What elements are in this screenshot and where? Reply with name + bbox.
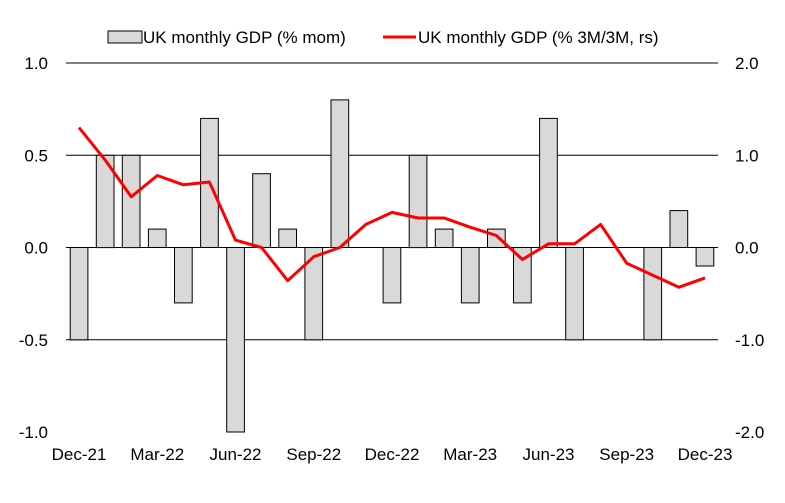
y-right-tick-label: 2.0: [735, 54, 759, 73]
bar: [669, 210, 689, 249]
line-3m3m: [77, 126, 706, 289]
bar: [147, 228, 167, 249]
y-right-tick-label: -1.0: [735, 331, 764, 350]
bar: [304, 247, 324, 341]
bar: [539, 117, 558, 249]
bar: [69, 247, 89, 341]
bar: [226, 247, 245, 433]
x-tick-label: Dec-23: [678, 445, 733, 464]
bar: [434, 228, 454, 249]
bar-series: [69, 99, 715, 433]
x-tick-label: Sep-23: [599, 445, 654, 464]
y-left-tick-label: 1.0: [24, 54, 48, 73]
x-tick-label: Dec-22: [365, 445, 420, 464]
bar: [95, 154, 115, 249]
legend-bar-label: UK monthly GDP (% mom): [143, 28, 346, 47]
bar: [643, 247, 663, 341]
bar: [278, 228, 297, 249]
bar: [513, 247, 532, 304]
bar: [174, 247, 193, 304]
x-tick-label: Jun-22: [210, 445, 262, 464]
x-tick-label: Mar-23: [443, 445, 497, 464]
y-left-tick-label: -0.5: [19, 331, 48, 350]
y-right-tick-label: 0.0: [735, 239, 759, 258]
y-left-tick-label: -1.0: [19, 423, 48, 442]
legend-line-label: UK monthly GDP (% 3M/3M, rs): [418, 28, 659, 47]
bar: [330, 99, 350, 249]
y-left-tick-label: 0.0: [24, 239, 48, 258]
bar: [252, 173, 271, 248]
axis-labels: 1.0 0.5 0.0 -0.5 -1.0 2.0 1.0 0.0 -1.0 -2.0 Dec-21…: [19, 54, 765, 464]
bar: [382, 247, 402, 304]
legend-bar-swatch: [107, 30, 143, 44]
bar: [565, 247, 584, 341]
bar: [408, 154, 428, 249]
bar: [695, 247, 715, 267]
bar: [121, 154, 141, 249]
bar: [460, 247, 480, 304]
y-right-tick-label: -2.0: [735, 423, 764, 442]
x-tick-label: Sep-22: [286, 445, 341, 464]
bar: [487, 228, 506, 249]
y-right-tick-label: 1.0: [735, 146, 759, 165]
legend: UK monthly GDP (% mom) UK monthly GDP (%…: [107, 28, 659, 47]
y-left-tick-label: 0.5: [24, 146, 48, 165]
line-series: [77, 126, 706, 289]
x-tick-label: Dec-21: [52, 445, 107, 464]
x-tick-label: Jun-23: [523, 445, 575, 464]
x-tick-label: Mar-22: [130, 445, 184, 464]
